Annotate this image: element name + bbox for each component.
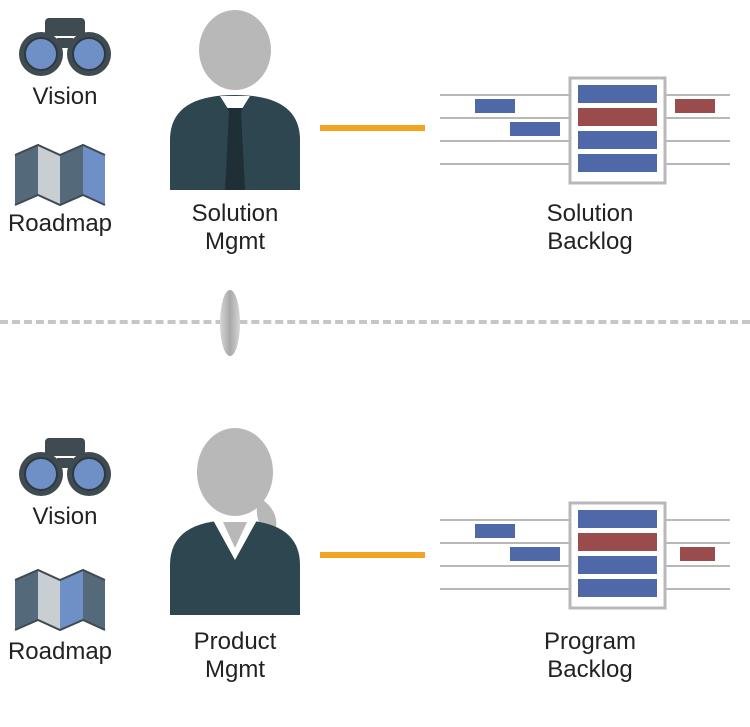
connector-line <box>320 125 425 131</box>
person-male-icon <box>155 0 315 205</box>
row-solution: Vision Roadmap Solution Mgmt <box>0 0 750 347</box>
backlog-label-2: Backlog <box>510 656 670 684</box>
row-product: Vision Roadmap Product Mgmt <box>0 380 750 727</box>
divider-lens-icon <box>220 290 240 356</box>
person-label-2: Mgmt <box>165 228 305 256</box>
backlog-label-1: Solution <box>510 200 670 228</box>
binoculars-icon <box>15 10 115 85</box>
binoculars-icon <box>15 430 115 505</box>
roadmap-label: Roadmap <box>0 638 120 666</box>
backlog-icon <box>440 75 730 195</box>
backlog-label-1: Program <box>510 628 670 656</box>
roadmap-label: Roadmap <box>0 210 120 238</box>
section-divider <box>0 320 750 324</box>
backlog-label-2: Backlog <box>510 228 670 256</box>
person-female-icon <box>155 420 315 630</box>
vision-label: Vision <box>20 83 110 111</box>
connector-line <box>320 552 425 558</box>
person-label-1: Product <box>165 628 305 656</box>
backlog-icon <box>440 500 730 620</box>
map-icon <box>10 565 120 640</box>
person-label-2: Mgmt <box>165 656 305 684</box>
vision-label: Vision <box>20 503 110 531</box>
person-label-1: Solution <box>165 200 305 228</box>
map-icon <box>10 140 120 215</box>
